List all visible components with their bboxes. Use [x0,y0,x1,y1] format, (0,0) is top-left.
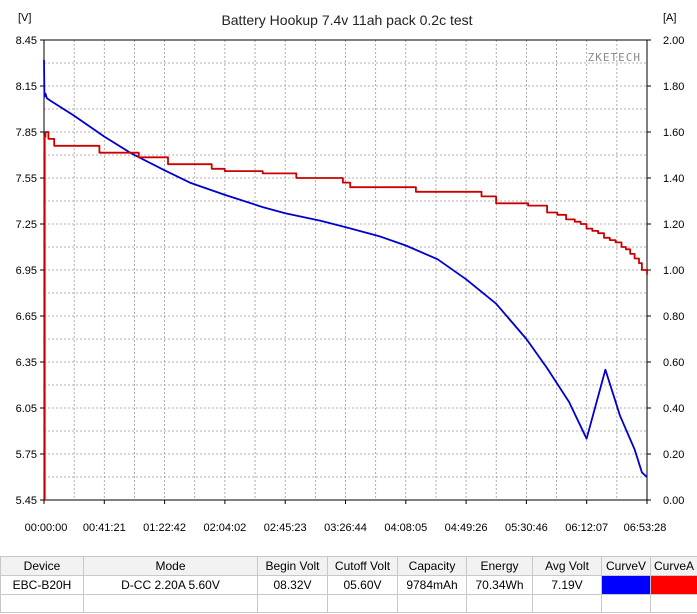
y-left-unit: [V] [18,12,31,24]
y-left-tick-label: 7.25 [16,219,37,231]
y-right-tick-label: 1.40 [663,173,684,185]
curve-a-color-swatch[interactable] [650,575,697,595]
x-tick-label: 04:08:05 [384,522,427,534]
y-right-tick-label: 0.40 [663,403,684,415]
empty-cell [650,594,697,613]
empty-cell [327,594,398,613]
y-right-tick-label: 0.80 [663,311,684,323]
empty-cell [466,594,533,613]
y-right-tick-label: 0.60 [663,357,684,369]
discharge-chart: Battery Hookup 7.4v 11ah pack 0.2c test … [16,12,685,534]
header-curve-a: CurveA [650,556,697,576]
x-tick-label: 04:49:26 [445,522,488,534]
watermark: ZKETECH [588,51,641,64]
cell-capacity: 9784mAh [397,575,467,595]
y-left-tick-label: 5.45 [16,495,37,507]
tick-labels: 8.45 8.15 7.85 7.55 7.25 6.95 6.65 6.35 6.05 5.75… [16,35,685,534]
x-tick-label: 03:26:44 [324,522,367,534]
header-cutoff-volt: Cutoff Volt [327,556,398,576]
y-right-tick-label: 1.00 [663,265,684,277]
cell-cutoff-volt: 05.60V [327,575,398,595]
y-right-tick-label: 1.80 [663,81,684,93]
grid [44,40,647,500]
y-left-tick-label: 7.85 [16,127,37,139]
x-tick-label: 06:12:07 [565,522,608,534]
y-right-tick-label: 1.60 [663,127,684,139]
y-left-tick-label: 8.15 [16,81,37,93]
x-tick-label: 02:04:02 [203,522,246,534]
y-left-tick-label: 5.75 [16,449,37,461]
summary-table: Device Mode Begin Volt Cutoff Volt Capac… [0,556,697,613]
cell-device: EBC-B20H [0,575,84,595]
empty-cell [0,594,84,613]
cell-begin-volt: 08.32V [257,575,328,595]
header-energy: Energy [466,556,533,576]
table-row-empty [0,594,697,613]
x-tick-label: 01:22:42 [143,522,186,534]
y-right-tick-label: 0.00 [663,495,684,507]
header-curve-v: CurveV [601,556,651,576]
x-tick-label: 02:45:23 [264,522,307,534]
y-left-tick-label: 6.65 [16,311,37,323]
y-right-unit: [A] [663,12,676,24]
x-tick-label: 00:00:00 [25,522,68,534]
cell-energy: 70.34Wh [466,575,533,595]
x-tick-label: 00:41:21 [83,522,126,534]
series-layer [43,59,648,501]
header-avg-volt: Avg Volt [532,556,602,576]
chart-title: Battery Hookup 7.4v 11ah pack 0.2c test [221,12,472,28]
header-capacity: Capacity [397,556,467,576]
header-device: Device [0,556,84,576]
header-mode: Mode [83,556,258,576]
y-right-tick-label: 0.20 [663,449,684,461]
empty-cell [532,594,602,613]
voltage-series-line [43,59,648,478]
table-header-row: Device Mode Begin Volt Cutoff Volt Capac… [0,556,697,576]
empty-cell [601,594,651,613]
empty-cell [83,594,258,613]
y-left-tick-label: 6.35 [16,357,37,369]
y-right-tick-label: 2.00 [663,35,684,47]
y-left-tick-label: 6.05 [16,403,37,415]
cell-mode: D-CC 2.20A 5.60V [83,575,258,595]
empty-cell [257,594,328,613]
y-left-tick-label: 6.95 [16,265,37,277]
y-left-tick-label: 7.55 [16,173,37,185]
x-tick-label: 06:53:28 [624,522,667,534]
x-tick-label: 05:30:46 [505,522,548,534]
y-left-tick-label: 8.45 [16,35,37,47]
current-series-line [43,131,648,501]
empty-cell [397,594,467,613]
y-right-tick-label: 1.20 [663,219,684,231]
cell-avg-volt: 7.19V [532,575,602,595]
header-begin-volt: Begin Volt [257,556,328,576]
table-row: EBC-B20H D-CC 2.20A 5.60V 08.32V 05.60V … [0,575,697,595]
curve-v-color-swatch[interactable] [601,575,651,595]
